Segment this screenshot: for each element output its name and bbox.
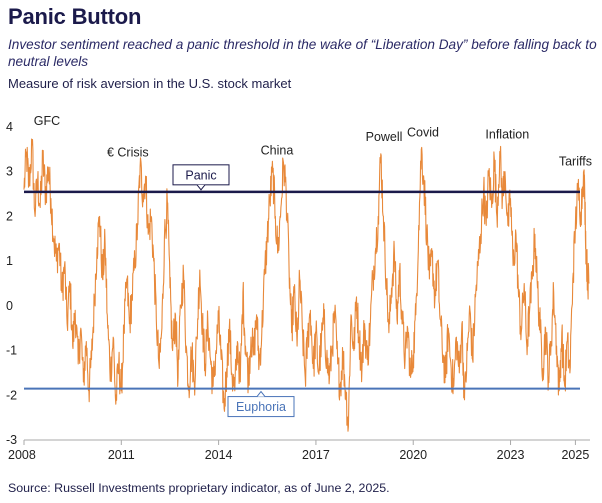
threshold-lines: Panic Euphoria [24,164,580,418]
y-tick-label: 0 [6,299,13,313]
y-tick-label: 4 [6,120,13,134]
series-group [23,138,590,432]
chart-title: Panic Button [8,4,142,29]
panic-label: Panic [185,168,216,182]
event-annotation: Inflation [485,128,529,142]
y-tick-label: -2 [6,388,17,402]
event-annotation: Powell [366,130,403,144]
x-tick-label: 2025 [561,448,589,462]
measure-label: Measure of risk aversion in the U.S. sto… [8,76,292,91]
y-tick-label: -1 [6,344,17,358]
series-line [23,138,590,432]
annotations: GFC € Crisis China Powell Covid Inflation Tari… [34,114,592,168]
event-annotation: Covid [407,125,439,139]
y-tick-label: 3 [6,165,13,179]
threshold-pointer [196,184,206,191]
x-tick-label: 2014 [205,448,233,462]
x-tick-label: 2020 [399,448,427,462]
event-annotation: Tariffs [559,154,592,168]
x-tick-label: 2023 [497,448,525,462]
event-annotation: GFC [34,114,60,128]
y-axis: 4 3 2 1 0 -1 -2 -3 [6,120,17,447]
x-tick-label: 2008 [8,448,36,462]
y-tick-label: -3 [6,433,17,447]
event-annotation: China [261,143,294,157]
y-tick-label: 2 [6,209,13,223]
x-tick-label: 2017 [302,448,330,462]
event-annotation: € Crisis [107,146,149,160]
source-note: Source: Russell Investments proprietary … [8,481,390,495]
chart-subtitle: Investor sentiment reached a panic thres… [8,37,597,69]
threshold-pointer [256,390,266,397]
x-tick-label: 2011 [108,448,135,462]
x-axis: 2008 2011 2014 2017 2020 2023 2025 [8,440,589,462]
y-tick-label: 1 [6,254,13,268]
euphoria-label: Euphoria [236,400,286,414]
